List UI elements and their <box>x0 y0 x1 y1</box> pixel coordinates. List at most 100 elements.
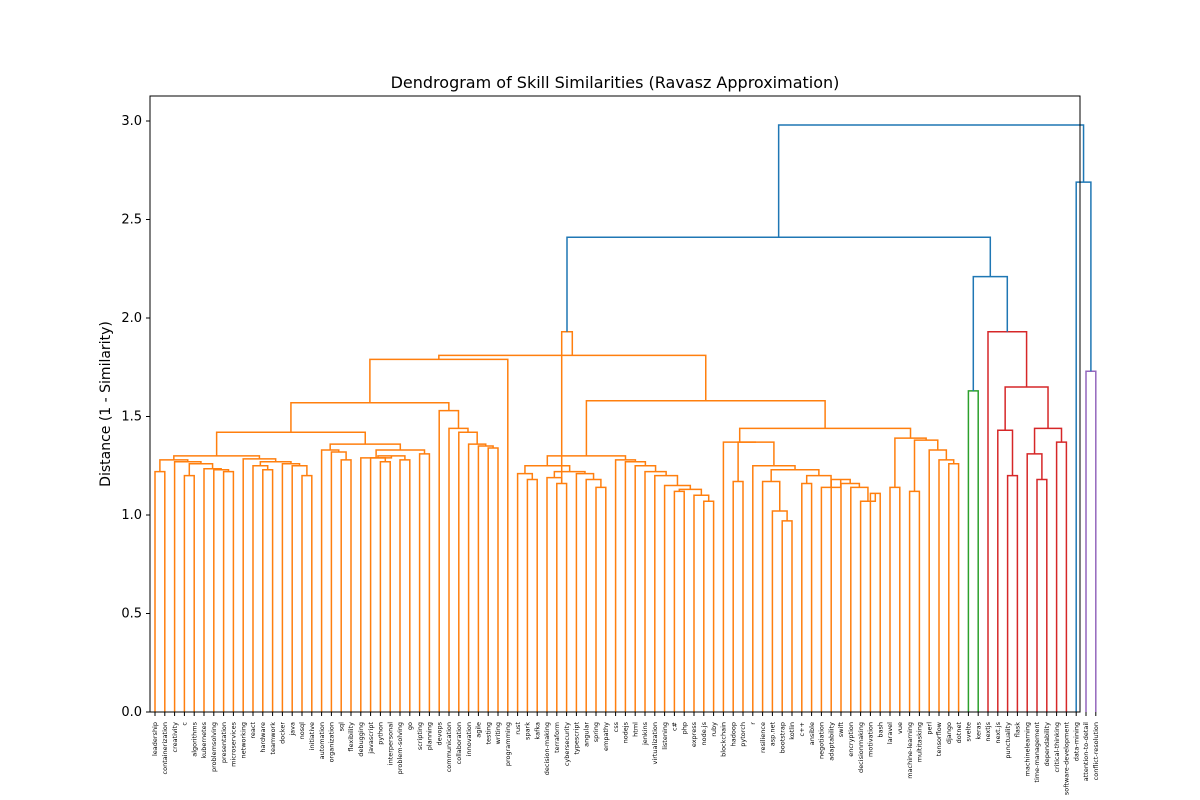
dendrogram-link <box>673 490 685 712</box>
leaf-label: kubernetes <box>200 721 208 758</box>
leaf-label: laravel <box>886 722 894 744</box>
dendrogram-link <box>553 470 586 478</box>
leaf-label: c# <box>671 722 679 731</box>
leaf-label: time-management <box>1033 722 1041 783</box>
dendrogram-links <box>154 124 1097 712</box>
leaf-label: leadership <box>151 722 159 756</box>
dendrogram-link <box>644 470 667 712</box>
dendrogram-link <box>188 463 214 476</box>
leaf-label: spark <box>524 722 532 740</box>
leaf-label: docker <box>279 722 287 744</box>
dendrogram-link <box>281 463 301 712</box>
leaf-label: empathy <box>602 722 610 751</box>
dendrogram-link <box>1026 453 1043 712</box>
dendrogram-link <box>320 449 340 712</box>
leaf-label: teamwork <box>269 722 277 755</box>
leaf-label: django <box>945 722 953 744</box>
leaf-label: flask <box>1014 722 1022 737</box>
leaf-label: presentation <box>220 722 228 763</box>
dendrogram-link <box>340 459 352 712</box>
leaf-label: php <box>680 722 688 734</box>
leaf-label: ruby <box>710 722 718 737</box>
dendrogram-link <box>173 461 202 712</box>
dendrogram-link <box>859 493 877 712</box>
dendrogram-link <box>967 390 979 712</box>
leaf-label: hardware <box>259 722 267 753</box>
dendrogram-link <box>566 236 992 332</box>
leaf-label: blockchain <box>720 722 728 757</box>
leaf-label: devops <box>435 721 443 745</box>
y-tick-label: 1.0 <box>121 508 142 523</box>
leaf-label: writing <box>494 722 502 744</box>
dendrogram-link <box>1075 181 1092 712</box>
leaf-label: microservices <box>230 721 238 767</box>
dendrogram-link <box>301 474 313 712</box>
leaf-label: r <box>749 722 757 725</box>
leaf-label: machinelearning <box>1023 722 1031 776</box>
leaf-label: creativity <box>171 722 179 753</box>
leaf-label: go <box>406 722 414 730</box>
leaf-label: dependability <box>1043 722 1051 767</box>
leaf-label: next.js <box>994 721 1002 743</box>
dendrogram-link <box>560 331 574 484</box>
dendrogram-link <box>379 461 391 712</box>
leaf-label: decisionmaking <box>857 722 865 773</box>
y-axis: 0.0 0.5 1.0 1.5 2.0 2.5 3.0 <box>121 114 150 720</box>
dendrogram-link <box>889 486 901 712</box>
leaf-label: jenkins <box>641 721 649 746</box>
chart-title: Dendrogram of Skill Similarities (Ravasz… <box>391 73 840 92</box>
leaf-label: communication <box>445 722 453 772</box>
dendrogram-link <box>737 441 775 482</box>
dendrogram-link <box>329 443 402 450</box>
dendrogram-link <box>487 447 499 712</box>
leaf-label: multitasking <box>916 722 924 762</box>
dendrogram-link <box>722 441 757 712</box>
leaf-label: listening <box>661 722 669 750</box>
dendrogram-link <box>908 490 921 712</box>
leaf-label: vue <box>896 722 904 734</box>
leaf-label: initiative <box>308 722 316 750</box>
leaf-label: java <box>288 722 296 737</box>
dendrogram-link <box>997 429 1014 712</box>
leaf-label: nodejs <box>622 721 630 743</box>
dendrogram-link <box>526 478 538 712</box>
leaf-label: ansible <box>808 722 816 745</box>
leaf-label: innovation <box>465 722 473 756</box>
y-tick-label: 0.0 <box>121 705 142 720</box>
dendrogram-link <box>556 482 568 712</box>
leaf-label: adaptability <box>827 722 835 761</box>
leaf-label: typescript <box>573 722 581 755</box>
y-tick-label: 2.5 <box>121 213 142 228</box>
leaf-label: decision-making <box>543 722 551 775</box>
leaf-label: swift <box>837 722 845 738</box>
dendrogram-link <box>369 457 387 712</box>
dendrogram-link <box>703 500 715 712</box>
leaf-label: c <box>181 722 189 726</box>
leaf-label: negotiation <box>818 722 826 759</box>
y-tick-label: 3.0 <box>121 114 142 129</box>
leaf-label: agile <box>475 722 483 738</box>
leaf-label: python <box>377 722 385 745</box>
leaf-label: containerization <box>161 722 169 774</box>
leaf-label: problem-solving <box>396 722 404 774</box>
leaf-label: css <box>612 721 620 732</box>
dendrogram-link <box>418 453 431 712</box>
dendrogram-link <box>399 459 411 712</box>
y-tick-label: 1.5 <box>121 410 142 425</box>
leaf-label: conflict-resolution <box>1092 722 1100 780</box>
leaf-label: flexibility <box>347 722 355 752</box>
leaf-label: planning <box>426 722 434 750</box>
leaf-label: automation <box>318 722 326 759</box>
leaf-label: spring <box>592 722 600 742</box>
leaf-label: svelte <box>965 722 973 742</box>
dendrogram-link <box>291 465 308 712</box>
leaf-label: dotnet <box>955 722 963 744</box>
leaf-label: scripting <box>416 722 424 750</box>
dendrogram-link <box>913 439 939 492</box>
dendrogram-link <box>1085 370 1097 712</box>
dendrogram-link <box>290 401 450 433</box>
leaf-label: terraform <box>553 722 561 753</box>
dendrogram-link <box>850 486 869 712</box>
leaf-label: angular <box>582 722 590 747</box>
dendrogram-link <box>894 437 927 488</box>
